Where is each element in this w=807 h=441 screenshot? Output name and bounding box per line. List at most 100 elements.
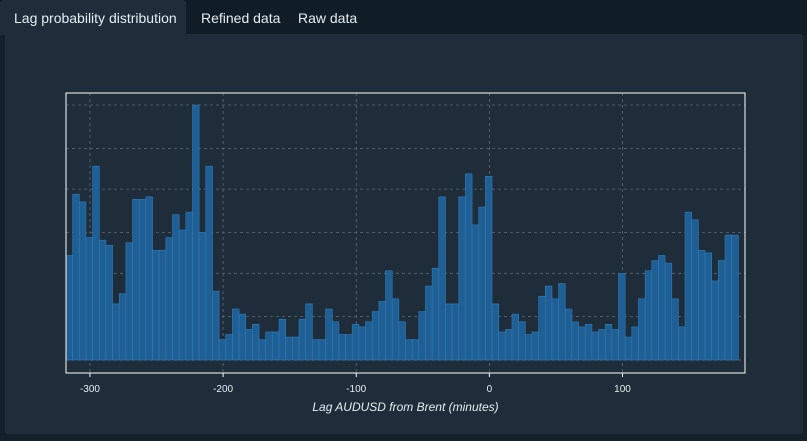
histogram-chart: -300 -200 -100 0 100 Lag AUDUSD from Brent (… bbox=[65, 92, 746, 414]
histogram-bar bbox=[272, 331, 280, 361]
histogram-bar bbox=[398, 321, 406, 361]
histogram-bar bbox=[98, 239, 107, 361]
histogram-bar bbox=[345, 334, 353, 361]
histogram-bar bbox=[278, 318, 286, 361]
histogram-bar bbox=[438, 196, 446, 361]
x-tick-label: -200 bbox=[213, 384, 233, 395]
histogram-bar bbox=[525, 334, 533, 361]
histogram-bar bbox=[591, 331, 599, 361]
histogram-bar bbox=[644, 270, 653, 361]
histogram-bar bbox=[92, 165, 100, 361]
histogram-bar bbox=[658, 255, 666, 361]
histogram-bar bbox=[505, 329, 513, 361]
histogram-bar bbox=[292, 336, 300, 361]
histogram-bar bbox=[711, 280, 719, 361]
histogram-bar bbox=[158, 250, 167, 361]
x-tick-label: 100 bbox=[614, 384, 631, 395]
histogram-bar bbox=[538, 295, 546, 361]
x-tick-label: -100 bbox=[346, 384, 366, 395]
histogram-bar bbox=[724, 234, 732, 361]
histogram-bar bbox=[631, 326, 639, 361]
histogram-bar bbox=[478, 206, 486, 361]
histogram-bar bbox=[664, 262, 673, 361]
histogram-bar bbox=[245, 329, 253, 361]
histogram-bar bbox=[471, 224, 480, 361]
histogram-bar bbox=[498, 331, 506, 361]
histogram-bar bbox=[491, 303, 499, 361]
histogram-bar bbox=[571, 321, 579, 361]
histogram-bar bbox=[365, 321, 373, 361]
histogram-bar bbox=[205, 165, 213, 361]
histogram-bar bbox=[458, 196, 466, 361]
histogram-bar bbox=[112, 303, 120, 361]
tab-lag-probability-distribution[interactable]: Lag probability distribution bbox=[0, 0, 186, 35]
histogram-bar bbox=[325, 308, 333, 361]
histogram-bar bbox=[405, 339, 413, 361]
histogram-bar bbox=[378, 301, 386, 361]
histogram-bar bbox=[451, 303, 460, 361]
histogram-bar bbox=[178, 229, 187, 361]
histogram-bar bbox=[578, 326, 586, 361]
histogram-bar bbox=[691, 219, 699, 361]
histogram-bar bbox=[185, 211, 193, 361]
histogram-bar bbox=[544, 285, 553, 361]
tab-raw-data[interactable]: Raw data bbox=[298, 10, 358, 26]
histogram-bar bbox=[165, 237, 173, 361]
histogram-bar bbox=[611, 329, 619, 361]
histogram-bar bbox=[485, 176, 493, 361]
histogram-bar bbox=[212, 290, 220, 361]
histogram-bar bbox=[65, 255, 73, 361]
histogram-bar bbox=[192, 104, 200, 361]
histogram-bar bbox=[285, 336, 293, 361]
histogram-bar bbox=[698, 250, 706, 361]
plot-frame bbox=[65, 92, 746, 374]
histogram-bar bbox=[604, 323, 613, 361]
histogram-bar bbox=[72, 193, 80, 361]
histogram-bar bbox=[425, 285, 433, 361]
histogram-bar bbox=[318, 339, 326, 361]
histogram-bar bbox=[431, 267, 440, 361]
histogram-bar bbox=[551, 298, 559, 361]
histogram-bar bbox=[684, 211, 693, 361]
histogram-bar bbox=[598, 329, 606, 361]
histogram-bar bbox=[298, 318, 306, 361]
x-axis-label: Lag AUDUSD from Brent (minutes) bbox=[312, 400, 498, 414]
tab-bar: Lag probability distribution Refined dat… bbox=[0, 0, 807, 35]
histogram-bar bbox=[172, 214, 180, 361]
histogram-bar bbox=[125, 242, 133, 361]
histogram-bar bbox=[678, 326, 686, 361]
histogram-bar bbox=[638, 298, 646, 361]
histogram-bar bbox=[511, 313, 519, 361]
histogram-bar bbox=[618, 273, 626, 361]
x-tick-label: 0 bbox=[487, 384, 493, 395]
histogram-bar bbox=[465, 173, 473, 361]
histogram-bar bbox=[518, 321, 526, 361]
histogram-bar bbox=[79, 201, 87, 361]
histogram-bar bbox=[651, 260, 659, 361]
histogram-bar bbox=[331, 321, 340, 361]
histogram-bar bbox=[584, 323, 593, 361]
histogram-bar bbox=[152, 250, 160, 361]
bars bbox=[65, 104, 739, 361]
histogram-bar bbox=[118, 293, 127, 361]
histogram-bar bbox=[85, 237, 93, 361]
histogram-bar bbox=[418, 311, 426, 361]
histogram-bar bbox=[558, 283, 566, 361]
histogram-bar bbox=[351, 323, 360, 361]
histogram-bar bbox=[265, 331, 273, 361]
histogram-bar bbox=[218, 339, 227, 361]
histogram-bar bbox=[371, 311, 380, 361]
histogram-bar bbox=[411, 339, 420, 361]
x-axis-ticks: -300 -200 -100 0 100 bbox=[80, 373, 631, 395]
chart-panel: -300 -200 -100 0 100 Lag AUDUSD from Brent (… bbox=[5, 34, 803, 434]
histogram-bar bbox=[138, 199, 147, 361]
tab-refined-data[interactable]: Refined data bbox=[201, 10, 281, 26]
histogram-bar bbox=[305, 303, 313, 361]
histogram-bar bbox=[312, 339, 320, 361]
histogram-bar bbox=[258, 339, 267, 361]
histogram-bar bbox=[238, 313, 247, 361]
histogram-bar bbox=[105, 244, 113, 361]
x-tick-label: -300 bbox=[80, 384, 100, 395]
histogram-bar bbox=[385, 270, 393, 361]
histogram-bar bbox=[671, 298, 679, 361]
